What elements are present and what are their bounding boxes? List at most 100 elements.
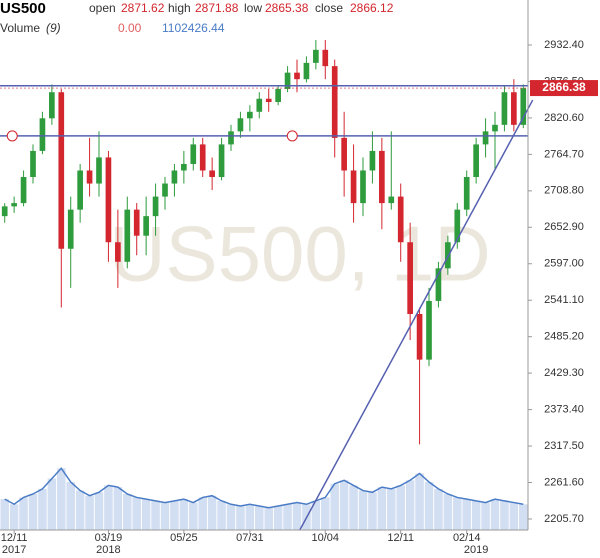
candle-body	[181, 163, 187, 171]
candle-body	[152, 196, 159, 217]
candle-body	[322, 49, 329, 67]
candle-body	[162, 183, 168, 197]
volume-bar	[66, 482, 75, 530]
price-label: 2866.38	[542, 80, 586, 94]
candle-body	[473, 144, 479, 178]
close-value: 2866.12	[350, 1, 394, 15]
candle-body	[86, 170, 93, 184]
candle-body	[20, 177, 27, 204]
y-tick-label: 2429.30	[544, 367, 584, 379]
y-tick-label: 2373.40	[544, 404, 584, 416]
volume-bar	[462, 499, 471, 530]
volume-bar	[283, 504, 292, 530]
candle-body	[39, 118, 46, 151]
volume-bar	[85, 495, 94, 530]
candle-body	[341, 137, 347, 171]
candle-body	[303, 62, 310, 80]
y-tick-label: 2317.50	[544, 440, 584, 452]
x-tick-label: 10/04	[312, 532, 340, 544]
volume-bar	[255, 506, 264, 530]
volume-bar	[377, 487, 387, 530]
candle-body	[256, 98, 263, 112]
plot	[0, 40, 534, 531]
x-tick-label: 12/11	[1, 532, 28, 544]
volume-bar	[217, 500, 226, 530]
volume-bar	[160, 502, 170, 530]
volume-bar	[415, 473, 424, 530]
x-year-label: 2018	[96, 544, 120, 556]
candle-body	[133, 209, 140, 236]
volume-bar	[38, 488, 47, 530]
volume-bar	[151, 500, 160, 530]
volume-bar	[405, 480, 415, 530]
volume-bar	[396, 485, 405, 530]
volume-bar	[368, 492, 377, 530]
candle-body	[511, 92, 517, 125]
open-label: open	[89, 1, 116, 15]
candle-body	[284, 72, 291, 89]
candle-body	[397, 196, 404, 243]
volume-bar	[490, 499, 500, 530]
candle-body	[171, 170, 178, 184]
volume-bar	[0, 499, 9, 530]
x-tick-label: 03/19	[95, 532, 123, 544]
candle-body	[454, 209, 461, 243]
volume-bar	[519, 504, 528, 530]
x-year-label: 2019	[464, 544, 488, 556]
high-label: high	[168, 1, 191, 15]
volume-bar	[424, 482, 434, 530]
volume-period: (9)	[46, 21, 61, 35]
volume-bar	[94, 492, 104, 530]
volume-bar	[123, 494, 132, 530]
y-tick-label: 2820.60	[544, 112, 584, 124]
open-value: 2871.62	[121, 1, 165, 15]
volume-bar	[264, 507, 273, 530]
low-label: low	[244, 1, 262, 15]
candle-body	[237, 118, 244, 132]
close-label: close	[315, 1, 343, 15]
volume-bar	[509, 502, 519, 530]
candle-body	[275, 88, 281, 103]
x-tick-label: 02/14	[453, 532, 481, 544]
candle-body	[143, 216, 149, 236]
candle-body	[49, 92, 55, 119]
volume-bar	[104, 485, 113, 530]
candle-body	[124, 209, 131, 262]
volume-bar	[113, 487, 123, 530]
line-handle	[286, 130, 298, 142]
candle-body	[379, 150, 385, 204]
candle-body	[501, 92, 508, 125]
candle-body	[30, 150, 36, 178]
candle-body	[247, 111, 253, 119]
volume-bar	[226, 504, 236, 530]
candle-body	[96, 157, 102, 184]
volume-average: 1102426.44	[162, 21, 225, 35]
volume-bar	[273, 506, 283, 530]
candle-body	[105, 157, 112, 243]
y-tick-label: 2485.20	[544, 331, 584, 343]
y-tick-label: 2652.90	[544, 221, 584, 233]
volume-bar	[443, 494, 453, 530]
volume-bar	[75, 490, 85, 530]
candle-body	[58, 92, 65, 249]
candle-body	[115, 242, 121, 262]
x-tick-label: 07/31	[236, 532, 264, 544]
candle-body	[67, 209, 74, 249]
candle-body	[388, 196, 395, 204]
x-tick-label: 05/25	[170, 532, 198, 544]
candle-body	[492, 124, 498, 132]
candle-body	[199, 144, 206, 171]
candle-body	[482, 131, 489, 145]
price-label-box	[530, 80, 598, 97]
candle-body	[313, 49, 319, 63]
volume-bar	[57, 468, 66, 530]
candle-body	[369, 150, 376, 171]
candle-body	[360, 170, 366, 204]
candle-body	[294, 72, 300, 80]
volume-bar	[349, 485, 358, 530]
volume-bar	[481, 502, 490, 530]
volume-bar	[453, 497, 462, 530]
volume-value: 0.00	[118, 21, 142, 35]
symbol: US500	[0, 0, 46, 17]
